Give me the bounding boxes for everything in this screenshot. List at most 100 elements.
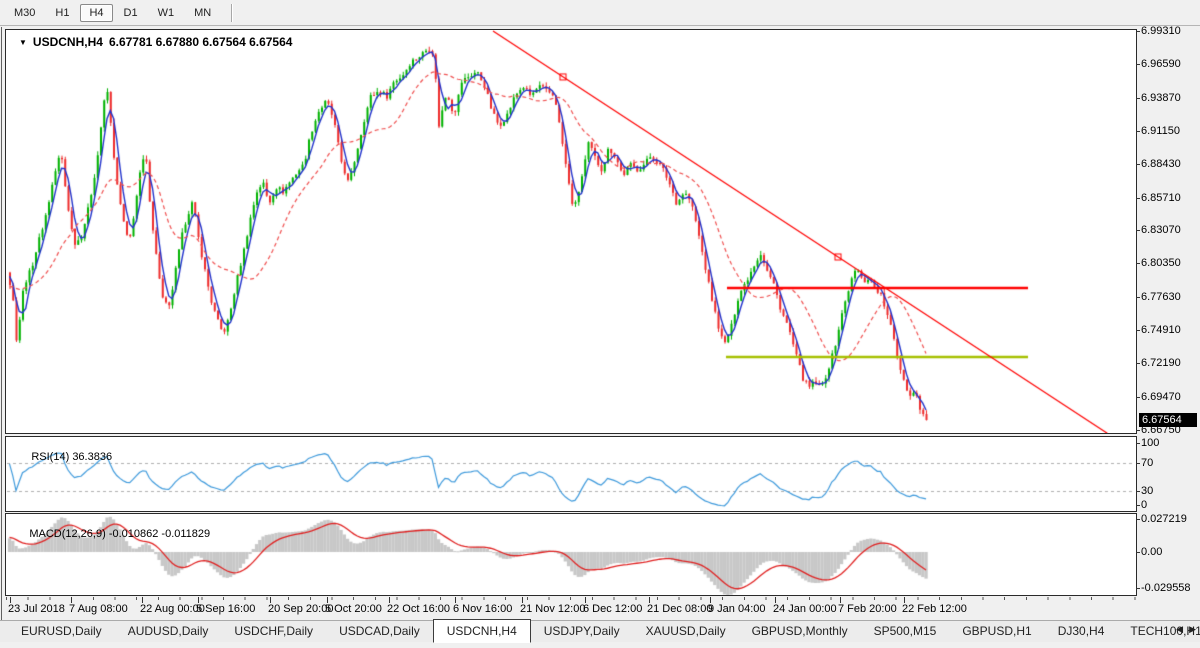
macd-panel: MACD(12,26,9) -0.010862 -0.011829 (5, 513, 1137, 596)
price-axis-label: 6.83070 (1141, 224, 1181, 237)
chart-tab-usdchf-daily[interactable]: USDCHF,Daily (234, 624, 314, 638)
time-axis: 23 Jul 2018 7 Aug 08:00 22 Aug 00:00 5 Sep … (0, 596, 1200, 619)
timeframe-button-d1[interactable]: D1 (123, 6, 138, 19)
time-axis-major-tick (649, 597, 650, 603)
time-axis-major-tick (327, 597, 328, 603)
rsi-axis-label: 0 (1141, 499, 1148, 511)
time-axis-major-tick (389, 597, 390, 603)
rsi-axis-label-tick (1136, 462, 1140, 464)
price-axis-label-tick (1136, 396, 1140, 398)
date-label: 7 Aug 08:00 (69, 603, 128, 615)
chart-ohlc-values: 6.67781 6.67880 6.67564 6.67564 (108, 35, 293, 49)
chart-tab-eurusd-daily[interactable]: EURUSD,Daily (21, 624, 102, 638)
current-price-badge: 6.67564 (1139, 413, 1197, 428)
time-axis-major-tick (10, 597, 11, 603)
chart-tab-usdjpy-daily[interactable]: USDJPY,Daily (543, 624, 620, 638)
price-axis-label: 6.88430 (1141, 158, 1181, 171)
rsi-value: 36.3836 (72, 451, 113, 463)
date-label: 6 Nov 16:00 (453, 603, 513, 615)
time-axis-major-tick (455, 597, 456, 603)
date-label: 20 Sep 20:00 (268, 603, 334, 615)
price-axis-label-tick (1136, 64, 1140, 66)
date-label: 22 Oct 16:00 (387, 603, 450, 615)
chart-symbol: USDCNH,H4 (32, 35, 103, 49)
time-axis-major-tick (522, 597, 523, 603)
chart-tab-usdcad-daily[interactable]: USDCAD,Daily (339, 624, 420, 638)
date-label: 24 Jan 00:00 (773, 603, 837, 615)
date-label: 5 Sep 16:00 (196, 603, 256, 615)
time-axis-major-tick (198, 597, 199, 603)
price-axis-label-tick (1136, 97, 1140, 99)
timeframe-button-m30[interactable]: M30 (14, 6, 36, 19)
chart-tab-tech100-h1[interactable]: TECH100,H1 (1130, 624, 1200, 638)
price-axis-label: 6.69470 (1141, 390, 1181, 403)
price-axis-label: 6.80350 (1141, 257, 1181, 270)
price-axis-label: 6.72190 (1141, 357, 1181, 370)
date-label: 5 Oct 20:00 (325, 603, 382, 615)
date-label: 7 Feb 20:00 (838, 603, 897, 615)
chart-tab-sp500-m15[interactable]: SP500,M15 (873, 624, 937, 638)
price-axis-label-tick (1136, 430, 1140, 432)
macd-axis-label-tick (1136, 519, 1140, 520)
price-axis-label-tick (1136, 363, 1140, 365)
price-axis-label-tick (1136, 164, 1140, 166)
rsi-indicator-canvas[interactable] (6, 437, 1136, 511)
chart-tab-dj30-h4[interactable]: DJ30,H4 (1057, 624, 1105, 638)
tab-scroll-left-button[interactable]: ◀ (1176, 624, 1184, 634)
price-axis-label-tick (1136, 330, 1140, 332)
time-axis-major-tick (71, 597, 72, 603)
timeframe-button-mn[interactable]: MN (194, 6, 212, 19)
price-axis-label: 6.85710 (1141, 191, 1181, 204)
date-label: 6 Dec 12:00 (583, 603, 643, 615)
macd-axis-label: -0.029558 (1141, 581, 1191, 594)
symbol-dropdown-icon[interactable]: ▼ (19, 37, 27, 47)
price-axis-label-tick (1136, 296, 1140, 298)
price-axis-label-tick (1136, 31, 1140, 32)
candlestick-chart-canvas[interactable] (6, 30, 1136, 433)
chart-tab-gbpusd-h1[interactable]: GBPUSD,H1 (962, 624, 1032, 638)
chart-tab-bar: EURUSD,Daily AUDUSD,Daily USDCHF,Daily USDC… (0, 619, 1200, 643)
price-axis-label-tick (1136, 131, 1140, 132)
chart-tab-usdcnh-h4[interactable]: USDCNH,H4 (432, 619, 531, 643)
macd-axis-label-tick (1136, 587, 1140, 589)
price-axis-label: 6.99310 (1141, 25, 1181, 37)
tab-scroll-right-button[interactable]: ▶ (1189, 624, 1196, 634)
timeframe-button-h1[interactable]: H1 (55, 6, 70, 19)
time-axis-major-tick (270, 597, 271, 603)
chart-tab-audusd-daily[interactable]: AUDUSD,Daily (127, 624, 209, 638)
macd-axis-label-tick (1136, 552, 1140, 553)
date-label: 22 Aug 00:00 (140, 603, 205, 615)
macd-values: -0.010862 -0.011829 (108, 528, 211, 540)
rsi-axis-label-tick (1136, 443, 1140, 444)
rsi-axis-label: 100 (1141, 437, 1160, 449)
chart-tab-xauusd-daily[interactable]: XAUUSD,Daily (645, 624, 726, 638)
macd-axis-label: 0.027219 (1141, 513, 1187, 525)
time-axis-major-tick (710, 597, 711, 603)
time-axis-major-tick (775, 597, 776, 603)
timeframe-button-h4[interactable]: H4 (80, 3, 113, 22)
chart-tab-gbpusd-monthly[interactable]: GBPUSD,Monthly (751, 624, 848, 638)
date-label: 22 Feb 12:00 (902, 603, 967, 615)
price-axis-label: 6.77630 (1141, 290, 1181, 303)
rsi-label: RSI(14) 36.3836 (31, 451, 113, 463)
date-label: 21 Dec 08:00 (647, 603, 713, 615)
toolbar-separator (231, 3, 234, 22)
time-axis-major-tick (840, 597, 841, 603)
bottom-strip (0, 642, 1200, 648)
time-axis-major-tick (142, 597, 143, 603)
time-axis-major-tick (585, 597, 586, 603)
timeframe-button-w1[interactable]: W1 (157, 6, 175, 19)
rsi-panel: RSI(14) 36.3836 (5, 436, 1137, 512)
price-axis-label: 6.93870 (1141, 91, 1181, 104)
macd-axis-label: 0.00 (1141, 546, 1163, 558)
price-axis-label-tick (1136, 230, 1140, 232)
macd-indicator-canvas[interactable] (6, 514, 1136, 595)
chart-title: ▼ USDCNH,H4 6.67781 6.67880 6.67564 6.67… (19, 35, 292, 49)
rsi-axis-label-tick (1136, 490, 1140, 492)
rsi-axis-label: 30 (1141, 484, 1154, 497)
price-axis-label: 6.91150 (1141, 125, 1180, 137)
rsi-axis-label-tick (1136, 505, 1140, 506)
macd-label: MACD(12,26,9) -0.010862 -0.011829 (29, 528, 211, 540)
date-label: 23 Jul 2018 (8, 603, 65, 615)
